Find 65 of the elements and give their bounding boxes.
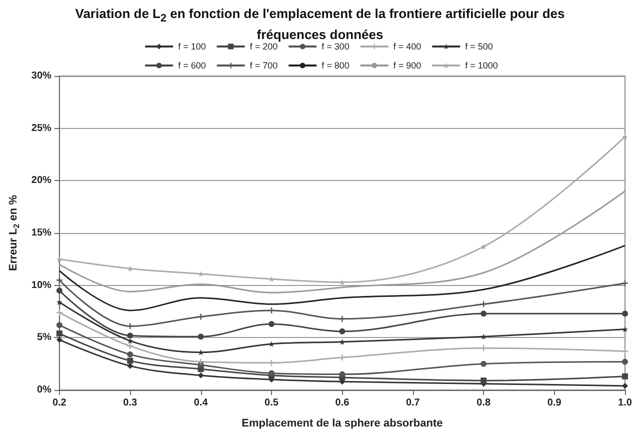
x-tick-label: 0.8	[476, 398, 491, 408]
point	[198, 372, 204, 378]
legend-label: f = 800	[322, 60, 350, 70]
point	[622, 348, 628, 354]
legend-label: f = 500	[465, 42, 493, 52]
legend-label: f = 400	[393, 42, 422, 52]
point	[480, 334, 487, 340]
y-tick-label: 0%	[36, 384, 52, 396]
point	[127, 351, 134, 358]
point	[56, 256, 62, 262]
point	[339, 328, 346, 334]
point	[480, 378, 487, 384]
legend-label: f = 200	[250, 42, 278, 52]
point	[622, 358, 628, 365]
y-tick-label: 30%	[31, 70, 52, 82]
x-tick-label: 0.5	[264, 398, 279, 408]
point	[198, 349, 204, 356]
point	[480, 244, 487, 250]
point	[198, 334, 204, 340]
point	[56, 336, 62, 343]
legend-label: f = 1000	[465, 60, 498, 70]
point	[622, 310, 628, 317]
x-tick-label: 0.2	[52, 398, 67, 408]
legend-label: f = 900	[393, 60, 422, 70]
point	[622, 373, 628, 380]
x-tick-label: 0.9	[547, 398, 562, 408]
point	[127, 323, 134, 330]
y-tick-label: 10%	[31, 280, 52, 291]
point	[622, 382, 628, 389]
point	[622, 280, 628, 286]
point	[127, 332, 134, 339]
point	[339, 316, 346, 322]
legend-label: f = 300	[322, 42, 350, 52]
point	[56, 288, 62, 294]
line-series	[58, 190, 626, 294]
legend-label: f = 100	[178, 42, 206, 52]
y-tick-label: 5%	[36, 332, 52, 344]
chart-title: Variation de L$_{2}$ en fonction de l'emplacement de la frontiere artificielle pour des fréquences données	[74, 6, 566, 43]
line-series	[58, 244, 626, 312]
point	[56, 330, 62, 336]
legend-label: f = 600	[178, 60, 206, 70]
point	[268, 321, 275, 328]
point	[198, 358, 204, 365]
point	[56, 322, 62, 328]
point	[339, 338, 346, 345]
y-tick-label: 20%	[31, 175, 52, 186]
point	[480, 360, 487, 367]
y-axis-title: Erreur L2 en %	[8, 194, 21, 271]
point	[480, 310, 487, 317]
x-tick-label: 0.3	[123, 398, 138, 408]
point	[480, 301, 487, 308]
y-tick-label: 15%	[31, 228, 52, 238]
point	[622, 326, 628, 332]
point	[127, 358, 134, 364]
x-tick-label: 0.6	[335, 398, 350, 408]
x-axis-title: Emplacement de la sphere absorbante	[242, 418, 443, 430]
y-tick-label: 25%	[31, 122, 52, 134]
point	[198, 314, 204, 320]
point	[56, 299, 62, 306]
x-tick-label: 0.7	[406, 398, 420, 408]
point	[622, 134, 628, 140]
legend-label: f = 700	[250, 60, 278, 70]
x-tick-label: 1.0	[618, 398, 632, 408]
x-tick-label: 0.4	[194, 398, 208, 408]
point	[339, 371, 346, 378]
